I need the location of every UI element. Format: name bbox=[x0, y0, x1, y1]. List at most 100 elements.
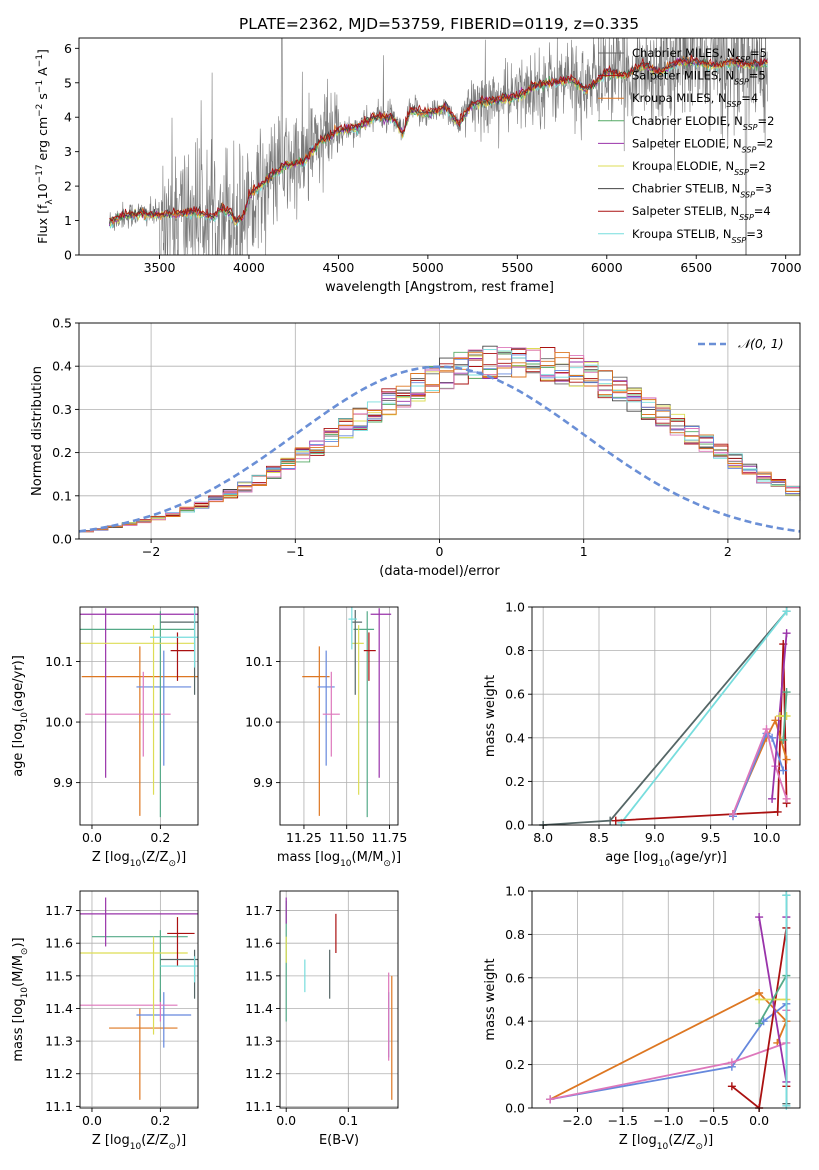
histogram-step-line bbox=[79, 351, 801, 532]
weight-point-marker bbox=[729, 810, 737, 819]
x-tick-label: 3500 bbox=[144, 260, 176, 275]
legend-label: Salpeter STELIB, NSSP=4 bbox=[632, 204, 771, 222]
y-tick-label: 0.0 bbox=[505, 818, 525, 833]
x-axis-label: age [log10(age/yr)] bbox=[605, 850, 727, 869]
y-tick-label: 11.7 bbox=[245, 903, 273, 918]
x-tick-label: 0.0 bbox=[749, 1113, 769, 1128]
y-axis-label: mass weight bbox=[483, 958, 498, 1040]
legend-label: Kroupa MILES, NSSP=4 bbox=[632, 91, 758, 109]
x-tick-label: 2 bbox=[724, 544, 732, 559]
errorbar-points bbox=[80, 607, 198, 818]
mass-vs-ebv-panel: 0.0 0.1 11.1 11.2 11.3 11.4 11.5 11.6 11.7 E(B-V) bbox=[245, 890, 399, 1148]
y-tick-label: 11.3 bbox=[45, 1034, 73, 1049]
legend-label: Chabrier MILES, NSSP=5 bbox=[632, 46, 767, 64]
plot-frame bbox=[79, 890, 199, 1109]
x-tick-label: 4500 bbox=[323, 260, 355, 275]
weight-series-line bbox=[620, 610, 788, 824]
y-tick-label: 11.7 bbox=[45, 903, 73, 918]
y-tick-label: 9.9 bbox=[53, 775, 73, 790]
weight-point-marker bbox=[782, 688, 791, 697]
legend-label: Kroupa ELODIE, NSSP=2 bbox=[632, 159, 766, 177]
y-tick-label: 0.8 bbox=[505, 643, 525, 658]
plot-frame bbox=[531, 890, 801, 1109]
x-tick-label: 0.2 bbox=[150, 830, 170, 845]
y-tick-label: 11.4 bbox=[245, 1001, 273, 1016]
x-tick-label: 10.0 bbox=[753, 830, 781, 845]
x-tick-label: 9.0 bbox=[645, 830, 665, 845]
weight-point-marker bbox=[755, 1019, 764, 1028]
y-tick-label: 11.5 bbox=[245, 968, 273, 983]
x-tick-label: 9.5 bbox=[701, 830, 721, 845]
plot-frame bbox=[279, 606, 399, 826]
x-tick-label: 6000 bbox=[591, 260, 623, 275]
y-axis-label: mass [log10(M/M⊙)] bbox=[11, 937, 30, 1061]
residuals-panel: −2 −1 0 1 2 0.0 0.1 0.2 0.3 0.4 0.5 (data-model)/er… bbox=[30, 316, 801, 579]
y-tick-label: 11.4 bbox=[45, 1001, 73, 1016]
plot-frame bbox=[279, 890, 399, 1109]
y-tick-label: 2 bbox=[64, 179, 72, 194]
x-tick-label: 8.0 bbox=[533, 830, 553, 845]
weight-point-marker bbox=[768, 794, 777, 803]
weight-point-marker bbox=[782, 794, 791, 803]
y-tick-label: 3 bbox=[64, 144, 72, 159]
weight-lines bbox=[539, 607, 791, 829]
spectrum-legend: Chabrier MILES, NSSP=5 Salpeter MILES, NS… bbox=[598, 46, 774, 244]
x-tick-label: 0.1 bbox=[338, 1113, 358, 1128]
x-axis-label: mass [log10(M/M⊙)] bbox=[277, 850, 401, 869]
y-tick-label: 11.1 bbox=[45, 1099, 73, 1114]
y-tick-label: 0.0 bbox=[52, 532, 72, 547]
x-tick-label: 1 bbox=[580, 544, 588, 559]
plot-frame bbox=[531, 606, 801, 826]
mass-vs-metallicity-panel: 0.0 0.2 11.1 11.2 11.3 11.4 11.5 11.6 11.7 Z [log… bbox=[11, 890, 199, 1152]
figure-title: PLATE=2362, MJD=53759, FIBERID=0119, z=0… bbox=[239, 15, 639, 33]
y-tick-label: 0 bbox=[64, 248, 72, 263]
y-tick-label: 4 bbox=[64, 110, 72, 125]
x-tick-label: 11.75 bbox=[372, 830, 408, 845]
y-tick-label: 0.0 bbox=[505, 1101, 525, 1116]
weight-point-marker bbox=[775, 712, 784, 720]
y-tick-label: 0.4 bbox=[505, 730, 525, 745]
x-tick-label: 0.0 bbox=[82, 1113, 102, 1128]
legend-label: Salpeter MILES, NSSP=5 bbox=[632, 69, 766, 87]
y-tick-label: 11.3 bbox=[245, 1034, 273, 1049]
y-tick-label: 11.2 bbox=[245, 1066, 273, 1081]
gaussian-reference-line bbox=[78, 365, 801, 533]
weight-vs-metallicity-panel: −2.0 −1.5 −1.0 −0.5 0.0 0.0 0.2 0.4 0.6 0.8 1.0 Z [… bbox=[483, 884, 801, 1152]
weight-point-marker bbox=[779, 735, 788, 744]
model-spectrum-line bbox=[109, 53, 768, 222]
weight-point-marker bbox=[727, 1082, 736, 1091]
x-tick-label: 6500 bbox=[680, 260, 712, 275]
x-tick-label: 8.5 bbox=[589, 830, 609, 845]
weight-lines bbox=[546, 891, 791, 1112]
y-tick-label: 11.6 bbox=[245, 936, 273, 951]
x-tick-label: −2.0 bbox=[562, 1113, 592, 1128]
y-tick-label: 0.1 bbox=[52, 488, 72, 503]
y-tick-label: 0.6 bbox=[505, 970, 525, 985]
weight-point-marker bbox=[782, 755, 791, 764]
weight-point-marker bbox=[782, 891, 791, 900]
plot-frame bbox=[79, 606, 199, 826]
x-tick-label: 0.0 bbox=[276, 1113, 296, 1128]
weight-series-line bbox=[758, 975, 788, 1024]
x-tick-label: 5500 bbox=[501, 260, 533, 275]
y-tick-label: 0.3 bbox=[52, 402, 72, 417]
x-axis-label: Z [log10(Z/Z⊙)] bbox=[92, 850, 186, 869]
spectrum-panel: 3500 4000 4500 5000 5500 6000 6500 7000 0 1 2 3 4 5 6 w… bbox=[35, 37, 802, 295]
y-tick-label: 0.5 bbox=[52, 316, 72, 331]
x-tick-label: 0.0 bbox=[82, 830, 102, 845]
weight-point-marker bbox=[782, 607, 791, 616]
weight-point-marker bbox=[773, 807, 782, 816]
y-tick-label: 0.4 bbox=[52, 359, 72, 374]
x-tick-label: 5000 bbox=[412, 260, 444, 275]
weight-point-marker bbox=[611, 816, 620, 825]
x-tick-label: −1 bbox=[286, 544, 304, 559]
legend-label: Chabrier STELIB, NSSP=3 bbox=[632, 182, 772, 200]
y-tick-label: 5 bbox=[64, 75, 72, 90]
weight-point-marker bbox=[727, 1058, 736, 1067]
y-tick-label: 0.2 bbox=[505, 774, 525, 789]
y-tick-label: 0.2 bbox=[505, 1057, 525, 1072]
x-tick-label: −1.5 bbox=[608, 1113, 638, 1128]
weight-vs-age-panel: 8.0 8.5 9.0 9.5 10.0 0.0 0.2 0.4 0.6 0.8 1.0 age [l… bbox=[483, 600, 801, 869]
x-axis-label: E(B-V) bbox=[319, 1133, 359, 1148]
x-tick-label: 0.2 bbox=[150, 1113, 170, 1128]
